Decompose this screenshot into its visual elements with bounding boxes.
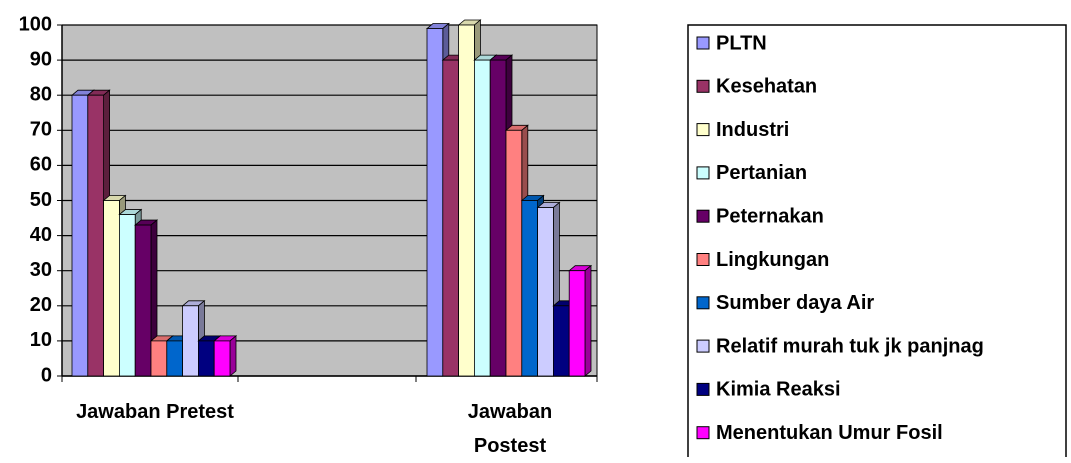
bar-face [521,200,538,377]
y-tick-label: 90 [30,48,52,70]
legend-label: Kesehatan [716,76,817,98]
bar-face [229,335,237,377]
bar-face [71,94,89,377]
y-tick-label: 80 [30,83,52,105]
bar-face [150,340,168,377]
bar-face [103,200,120,377]
bar-face [473,59,491,377]
bar-face [537,207,554,377]
legend-label: Peternakan [716,205,824,227]
y-tick-label: 60 [30,154,52,176]
legend-swatch [696,166,710,180]
legend-label: Industri [716,119,789,141]
legend-label: Lingkungan [716,249,829,271]
bar-face [442,59,459,377]
y-tick-label: 40 [30,224,52,246]
y-tick-label: 70 [30,119,52,141]
legend-label: Kimia Reaksi [716,379,841,401]
y-tick-label: 0 [41,364,52,386]
y-tick-label: 50 [30,189,52,211]
legend-swatch [696,426,710,440]
legend-label: Sumber daya Air [716,292,874,314]
bar-face [197,340,215,377]
legend-swatch [696,253,710,266]
y-tick-label: 30 [30,259,52,281]
legend-swatch [696,123,710,137]
y-tick-label: 100 [19,13,52,35]
bar-face [213,340,231,377]
x-tick-label: Jawaban Pretest [76,401,234,423]
legend-swatch [696,209,710,223]
legend-label: PLTN [716,32,767,54]
bar-face [87,94,105,377]
x-tick-label: Jawaban Postest [467,401,553,457]
bar-face [553,305,570,377]
y-tick-label: 20 [30,294,52,316]
legend-box [687,24,1067,457]
bar-face [182,305,199,377]
legend-swatch [696,36,710,50]
bar [568,264,593,377]
bar-face [166,340,184,377]
bar-face [568,270,586,377]
bar-face [426,28,444,377]
bar [213,335,238,377]
bar-face [505,129,523,377]
y-tick-label: 10 [30,329,52,351]
legend-swatch [696,79,710,93]
legend-swatch [696,382,710,396]
legend-label: Menentukan Umur Fosil [716,422,943,444]
legend-swatch [696,339,710,353]
bar-face [489,59,507,377]
bar-face [134,224,152,377]
bar-face [119,214,136,377]
bar-face [584,264,592,377]
legend-swatch [696,296,710,310]
bar-face [458,24,475,377]
legend-label: Relatif murah tuk jk panjnag [716,335,984,357]
legend-label: Pertanian [716,162,807,184]
